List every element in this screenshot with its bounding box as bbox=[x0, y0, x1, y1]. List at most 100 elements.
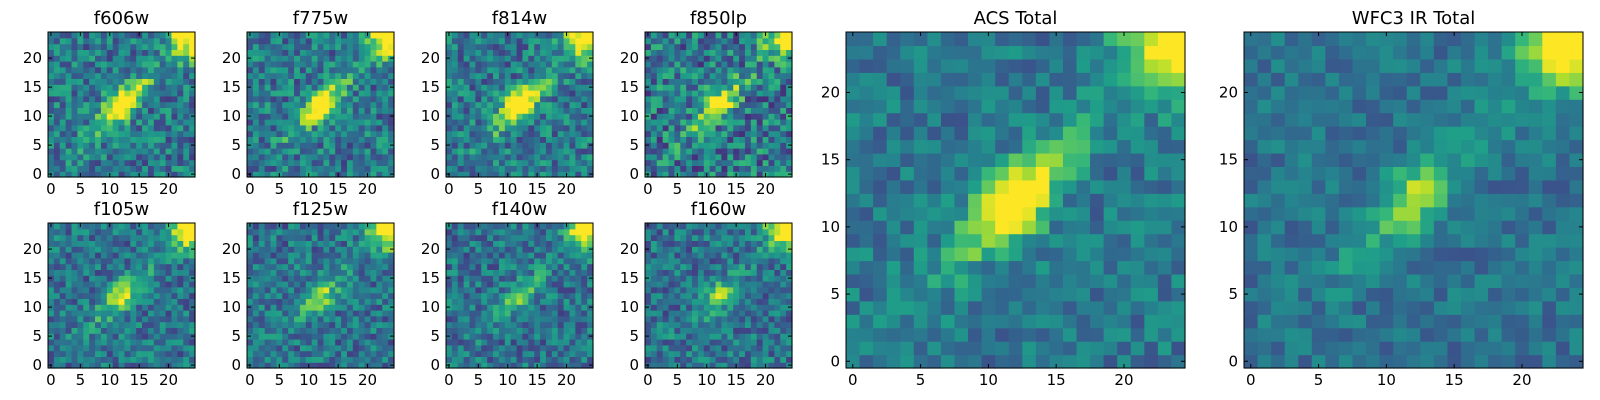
heatmap-cell bbox=[358, 159, 366, 166]
heatmap-cell bbox=[727, 165, 734, 172]
heatmap-cell bbox=[95, 101, 102, 108]
heatmap-cell bbox=[95, 344, 102, 352]
heatmap-cell bbox=[276, 119, 283, 126]
heatmap-cell bbox=[733, 130, 740, 137]
heatmap-cell bbox=[581, 269, 588, 276]
heatmap-cell bbox=[118, 113, 126, 120]
heatmap-cell bbox=[762, 55, 770, 62]
heatmap-cell bbox=[774, 113, 781, 120]
heatmap-cell bbox=[697, 136, 705, 143]
heatmap-cell bbox=[282, 153, 289, 161]
heatmap-cell bbox=[83, 136, 90, 143]
heatmap-cell bbox=[686, 95, 693, 103]
heatmap-cell bbox=[335, 49, 342, 56]
heatmap-cell bbox=[270, 159, 277, 166]
heatmap-cell bbox=[697, 124, 705, 132]
heatmap-cell bbox=[183, 263, 190, 270]
heatmap-cell bbox=[587, 223, 594, 230]
heatmap-cell bbox=[587, 136, 594, 143]
heatmap-cell bbox=[680, 78, 687, 85]
heatmap-cell bbox=[545, 304, 553, 311]
heatmap-cell bbox=[774, 310, 781, 317]
heatmap-cell bbox=[177, 165, 184, 172]
heatmap-cell bbox=[451, 148, 459, 155]
heatmap-cell bbox=[481, 257, 488, 265]
heatmap-cell bbox=[715, 315, 723, 323]
heatmap-cell bbox=[739, 339, 746, 346]
heatmap-cell bbox=[335, 119, 342, 126]
heatmap-cell bbox=[563, 84, 571, 91]
heatmap-cell bbox=[645, 165, 652, 172]
heatmap-cell bbox=[147, 107, 155, 114]
heatmap-cell bbox=[118, 61, 126, 68]
heatmap-cell bbox=[540, 350, 547, 357]
heatmap-cell bbox=[358, 286, 366, 294]
heatmap-cell bbox=[299, 234, 307, 241]
heatmap-cell bbox=[142, 223, 149, 230]
heatmap-cell bbox=[317, 263, 325, 270]
heatmap-cell bbox=[71, 298, 78, 305]
heatmap-cell bbox=[153, 362, 161, 369]
heatmap-cell bbox=[112, 95, 120, 103]
heatmap-cell bbox=[569, 281, 576, 288]
heatmap-cell bbox=[352, 159, 360, 166]
heatmap-cell bbox=[159, 32, 167, 39]
heatmap-cell bbox=[71, 113, 78, 120]
heatmap-cell bbox=[569, 246, 576, 253]
heatmap-cell bbox=[388, 37, 395, 45]
heatmap-cell bbox=[370, 113, 377, 120]
heatmap-cell bbox=[481, 344, 488, 352]
heatmap-cell bbox=[364, 148, 372, 155]
heatmap-cell bbox=[159, 298, 167, 305]
heatmap-cell bbox=[335, 124, 342, 132]
heatmap-cell bbox=[183, 350, 190, 357]
heatmap-cell bbox=[264, 234, 272, 241]
heatmap-cell bbox=[727, 333, 734, 340]
heatmap-cell bbox=[370, 95, 377, 103]
heatmap-cell bbox=[147, 72, 155, 79]
heatmap-cell bbox=[516, 246, 524, 253]
heatmap-cell bbox=[475, 286, 482, 294]
heatmap-cell bbox=[581, 95, 588, 103]
heatmap-cell bbox=[451, 171, 459, 178]
heatmap-cell bbox=[264, 61, 272, 68]
heatmap-cell bbox=[656, 37, 664, 45]
heatmap-cell bbox=[528, 344, 535, 352]
heatmap-cell bbox=[294, 240, 301, 247]
heatmap-cell bbox=[364, 310, 372, 317]
heatmap-cell bbox=[376, 165, 383, 172]
heatmap-cell bbox=[142, 292, 149, 299]
heatmap-cell bbox=[569, 66, 576, 74]
heatmap-cell bbox=[709, 315, 717, 323]
heatmap-cell bbox=[750, 339, 758, 346]
heatmap-cell bbox=[247, 298, 254, 305]
heatmap-cell bbox=[534, 95, 541, 103]
heatmap-cell bbox=[774, 292, 781, 299]
heatmap-cell bbox=[376, 223, 383, 230]
heatmap-cell bbox=[112, 66, 120, 74]
heatmap-cell bbox=[733, 78, 740, 85]
heatmap-cell bbox=[487, 107, 494, 114]
heatmap-cell bbox=[382, 321, 389, 328]
heatmap-cell bbox=[118, 84, 126, 91]
heatmap-cell bbox=[551, 327, 559, 334]
heatmap-cell bbox=[329, 327, 336, 334]
heatmap-cell bbox=[504, 344, 512, 352]
heatmap-cell bbox=[142, 37, 149, 45]
heatmap-cell bbox=[645, 61, 652, 68]
heatmap-cell bbox=[376, 66, 383, 74]
heatmap-cell bbox=[288, 142, 295, 149]
heatmap-cell bbox=[329, 78, 336, 85]
heatmap-cell bbox=[282, 333, 289, 340]
heatmap-cell bbox=[48, 240, 55, 247]
heatmap-cell bbox=[446, 344, 453, 352]
heatmap-cell bbox=[270, 228, 277, 236]
heatmap-cell bbox=[71, 257, 78, 265]
heatmap-cell bbox=[370, 37, 377, 45]
heatmap-cell bbox=[382, 339, 389, 346]
heatmap-cell bbox=[715, 43, 723, 50]
heatmap-cell bbox=[270, 113, 277, 120]
heatmap-cell bbox=[487, 55, 494, 62]
heatmap-cell bbox=[352, 356, 360, 363]
heatmap-cell bbox=[774, 165, 781, 172]
